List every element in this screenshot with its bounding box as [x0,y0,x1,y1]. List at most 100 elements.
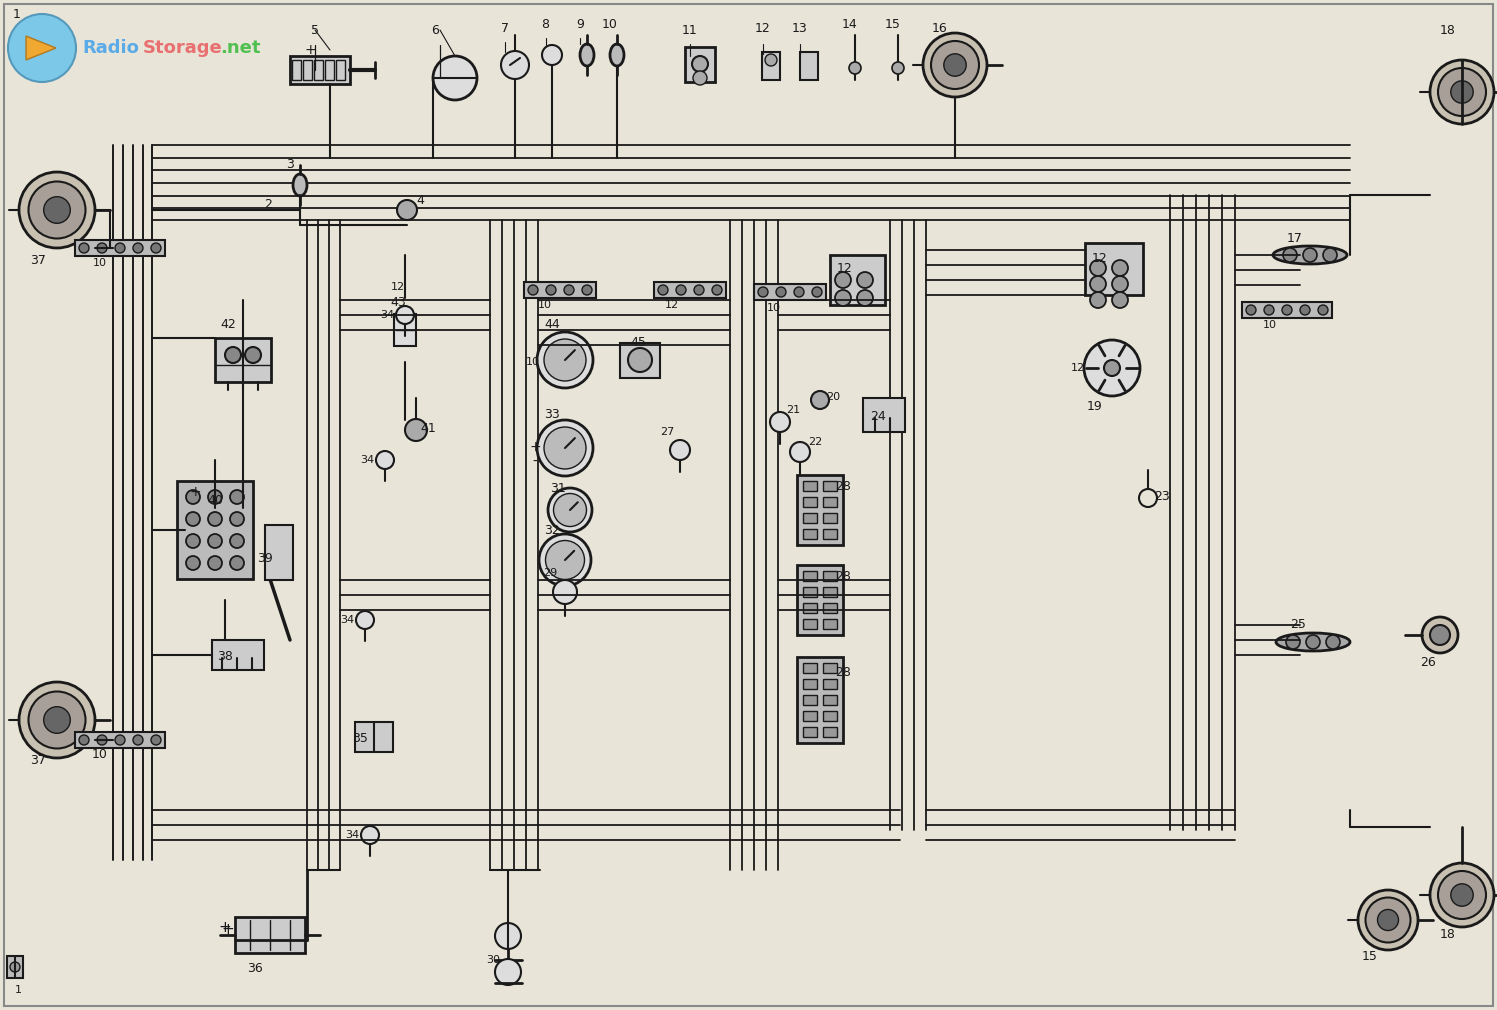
Circle shape [208,512,222,526]
Ellipse shape [609,44,624,66]
Text: 13: 13 [792,21,808,34]
Circle shape [811,391,829,409]
Circle shape [1317,305,1328,315]
Text: +: + [304,43,316,57]
Circle shape [1430,863,1494,927]
Bar [754,284,826,300]
Text: 29: 29 [543,568,557,578]
Text: 12: 12 [391,282,406,292]
Text: 12: 12 [665,300,680,310]
Text: 37: 37 [30,753,46,767]
Bar [802,497,817,507]
Text: 37: 37 [30,254,46,267]
Text: 18: 18 [1440,928,1457,941]
Circle shape [1305,635,1320,649]
Bar [802,727,817,737]
Circle shape [629,348,653,372]
Bar [796,565,843,635]
Circle shape [19,682,94,758]
Ellipse shape [579,44,594,66]
Circle shape [1302,248,1317,262]
Text: 28: 28 [835,571,850,584]
Circle shape [97,735,106,745]
Circle shape [231,534,244,548]
Text: 10: 10 [93,258,106,268]
Circle shape [671,440,690,460]
Circle shape [548,488,591,532]
Bar [802,603,817,613]
Text: 34: 34 [344,830,359,840]
Circle shape [225,347,241,363]
Bar [823,619,837,629]
Text: 38: 38 [217,650,234,664]
Circle shape [1323,248,1337,262]
Text: 11: 11 [683,23,698,36]
Circle shape [1103,360,1120,376]
Circle shape [133,243,144,252]
Bar [75,732,165,748]
Bar [799,52,817,80]
Circle shape [1439,68,1487,116]
Circle shape [231,490,244,504]
Text: 12: 12 [837,262,853,275]
Circle shape [528,285,537,295]
Circle shape [775,287,786,297]
Bar [292,60,301,80]
Text: 33: 33 [543,408,560,421]
Text: 15: 15 [1362,950,1377,964]
Bar [823,711,837,721]
Bar [823,497,837,507]
Bar [802,529,817,539]
Bar [686,47,716,82]
Text: 12: 12 [1093,251,1108,265]
Bar [265,525,293,580]
Text: 10: 10 [91,748,108,762]
Circle shape [208,534,222,548]
Circle shape [1451,884,1473,906]
Bar [823,727,837,737]
Text: 16: 16 [933,21,948,34]
Circle shape [1112,276,1129,292]
Circle shape [1090,292,1106,308]
Bar [823,679,837,689]
Bar [302,60,311,80]
Circle shape [397,306,415,324]
Bar [290,56,350,84]
Text: 43: 43 [391,297,406,309]
Circle shape [246,347,260,363]
Text: Storage: Storage [144,39,223,57]
Circle shape [10,962,19,972]
Circle shape [1430,625,1451,645]
Text: 1: 1 [13,8,21,21]
Bar [524,282,596,298]
Circle shape [406,419,427,441]
Circle shape [496,960,521,985]
Circle shape [1112,260,1129,276]
Circle shape [582,285,591,295]
Bar [802,587,817,597]
Circle shape [208,490,222,504]
Bar [823,571,837,581]
Bar [802,695,817,705]
Circle shape [1084,340,1141,396]
Circle shape [537,332,593,388]
Text: 12: 12 [1070,363,1085,373]
Text: 18: 18 [1440,23,1457,36]
Circle shape [543,427,585,469]
Circle shape [693,71,707,85]
Bar [325,60,334,80]
Text: 42: 42 [220,318,237,331]
Circle shape [835,290,850,306]
Text: 28: 28 [835,481,850,494]
Bar [802,481,817,491]
Circle shape [564,285,573,295]
Bar [802,571,817,581]
Circle shape [692,56,708,72]
Text: 40: 40 [207,494,223,506]
Text: 3: 3 [286,159,293,172]
Circle shape [1326,635,1340,649]
Circle shape [931,41,979,89]
Circle shape [811,287,822,297]
Text: 5: 5 [311,23,319,36]
Circle shape [151,735,162,745]
